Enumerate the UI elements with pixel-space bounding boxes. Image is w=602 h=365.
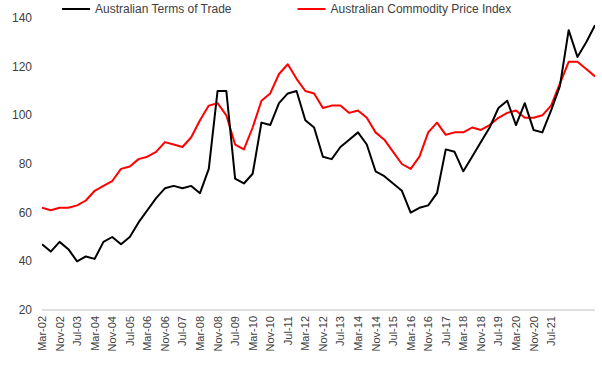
legend-label: Australian Commodity Price Index xyxy=(331,2,512,16)
x-tick-label: Nov-06 xyxy=(159,316,171,351)
y-tick-label: 140 xyxy=(12,11,32,25)
y-tick-label: 40 xyxy=(19,254,33,268)
x-tick-label: Jul-05 xyxy=(124,316,136,346)
x-tick-label: Jul-13 xyxy=(334,316,346,346)
x-tick-label: Nov-16 xyxy=(422,316,434,351)
x-tick-label: Jul-21 xyxy=(545,316,557,346)
x-tick-label: Mar-16 xyxy=(405,316,417,351)
series-line xyxy=(42,62,595,210)
series-line xyxy=(42,25,595,261)
x-tick-label: Mar-08 xyxy=(194,316,206,351)
x-tick-label: Jul-09 xyxy=(229,316,241,346)
x-tick-label: Nov-04 xyxy=(106,316,118,351)
x-tick-label: Jul-03 xyxy=(71,316,83,346)
x-axis-line xyxy=(42,310,595,311)
x-tick-label: Mar-12 xyxy=(299,316,311,351)
x-tick-label: Nov-14 xyxy=(370,316,382,351)
legend-swatch xyxy=(298,8,326,10)
x-tick-label: Jul-15 xyxy=(387,316,399,346)
x-tick-label: Nov-08 xyxy=(212,316,224,351)
x-tick-label: Nov-20 xyxy=(528,316,540,351)
x-tick-label: Nov-02 xyxy=(54,316,66,351)
y-tick-label: 80 xyxy=(19,157,33,171)
y-tick-label: 60 xyxy=(19,206,33,220)
y-tick-label: 120 xyxy=(12,60,32,74)
x-tick-label: Mar-18 xyxy=(457,316,469,351)
x-tick-label: Mar-02 xyxy=(36,316,48,351)
y-tick-label: 100 xyxy=(12,108,32,122)
x-tick-label: Mar-10 xyxy=(247,316,259,351)
plot-area xyxy=(42,25,595,261)
x-tick-label: Jul-17 xyxy=(440,316,452,346)
legend-swatch xyxy=(62,8,90,10)
x-tick-label: Mar-06 xyxy=(141,316,153,351)
legend-label: Australian Terms of Trade xyxy=(95,2,232,16)
chart: 20 40 60 80 100 120 140 Mar-02 Nov-02 Jul-03 Mar-0… xyxy=(0,0,602,365)
x-tick-label: Nov-10 xyxy=(264,316,276,351)
x-tick-label: Jul-19 xyxy=(492,316,504,346)
y-tick-label: 20 xyxy=(19,303,33,317)
x-tick-label: Nov-12 xyxy=(317,316,329,351)
x-tick-label: Nov-18 xyxy=(475,316,487,351)
x-tick-label: Jul-07 xyxy=(176,316,188,346)
x-tick-label: Mar-04 xyxy=(89,316,101,351)
x-tick-label: Mar-14 xyxy=(352,316,364,351)
x-tick-label: Jul-11 xyxy=(282,316,294,345)
x-tick-label: Mar-20 xyxy=(510,316,522,351)
